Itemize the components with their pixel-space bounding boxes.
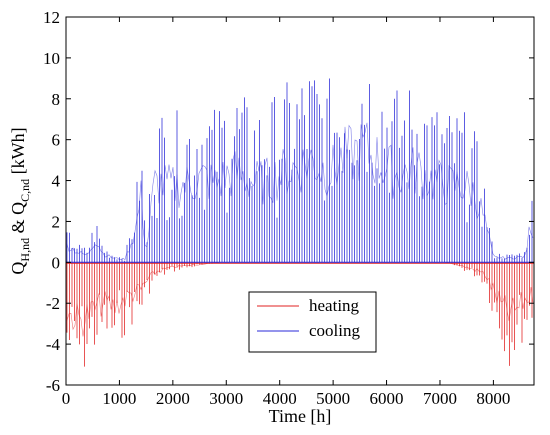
zero-line [66,261,534,264]
ylabel-q1: Q [8,262,28,275]
x-axis-label: Time [h] [269,406,332,426]
y-tick-label: 4 [52,172,61,191]
series-cooling-spikes [66,78,533,263]
plot-frame [65,16,535,386]
y-tick-label: 0 [52,253,61,272]
x-tick-label: 7000 [423,389,457,408]
x-axis-ticks: 0 1000 2000 3000 4000 5000 6000 7000 8000 [62,17,510,408]
y-tick-label: 2 [52,212,61,231]
y-tick-label: -4 [46,335,61,354]
legend-box [248,291,377,353]
x-tick-label: 3000 [209,389,243,408]
series-cooling-trace [66,122,534,261]
ylabel-sub1: H,nd [18,238,32,262]
series-cooling-bars [66,78,534,263]
legend-label-heating: heating [309,296,360,315]
x-tick-label: 2000 [156,389,190,408]
ylabel-amp: & Q [8,202,28,238]
y-tick-label: -2 [46,294,60,313]
y-tick-label: 10 [43,49,60,68]
ylabel-unit: [kWh] [8,127,28,178]
y-tick-label: 8 [52,90,61,109]
y-tick-label: 12 [43,8,60,27]
x-tick-label: 1000 [102,389,136,408]
y-axis-ticks: -6 -4 -2 0 2 4 6 8 10 12 [43,8,534,395]
series-heating-spikes [66,262,533,367]
legend-label-cooling: cooling [309,321,360,340]
x-tick-label: 6000 [370,389,404,408]
legend: heating cooling [248,291,377,353]
ylabel-sub2: C,nd [18,179,32,202]
x-tick-label: 5000 [316,389,350,408]
x-tick-label: 0 [62,389,71,408]
y-tick-label: -6 [46,376,60,395]
y-tick-label: 6 [52,131,61,150]
x-tick-label: 8000 [476,389,510,408]
y-axis-label: QH,nd & QC,nd [kWh] [8,127,32,274]
x-tick-label: 4000 [263,389,297,408]
